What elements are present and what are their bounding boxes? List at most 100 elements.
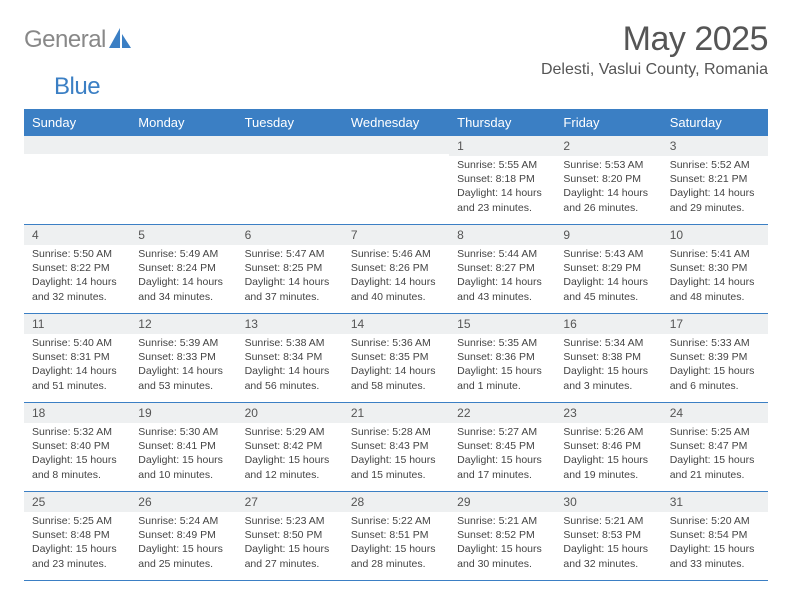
daylight-text: Daylight: 15 hours and 30 minutes.	[457, 542, 547, 570]
day-number: 28	[343, 492, 449, 512]
day-number: 21	[343, 403, 449, 423]
week-row: 11Sunrise: 5:40 AMSunset: 8:31 PMDayligh…	[24, 314, 768, 403]
day-number: 31	[662, 492, 768, 512]
day-number: 13	[237, 314, 343, 334]
day-body: Sunrise: 5:35 AMSunset: 8:36 PMDaylight:…	[449, 334, 555, 397]
daylight-text: Daylight: 15 hours and 21 minutes.	[670, 453, 760, 481]
day-body: Sunrise: 5:53 AMSunset: 8:20 PMDaylight:…	[555, 156, 661, 219]
day-cell: 25Sunrise: 5:25 AMSunset: 8:48 PMDayligh…	[24, 492, 130, 580]
sunrise-text: Sunrise: 5:26 AM	[563, 425, 653, 439]
day-number: 23	[555, 403, 661, 423]
day-number: 22	[449, 403, 555, 423]
sunset-text: Sunset: 8:54 PM	[670, 528, 760, 542]
day-body: Sunrise: 5:26 AMSunset: 8:46 PMDaylight:…	[555, 423, 661, 486]
daylight-text: Daylight: 14 hours and 29 minutes.	[670, 186, 760, 214]
day-number: 5	[130, 225, 236, 245]
day-body: Sunrise: 5:47 AMSunset: 8:25 PMDaylight:…	[237, 245, 343, 308]
sunrise-text: Sunrise: 5:24 AM	[138, 514, 228, 528]
sunrise-text: Sunrise: 5:52 AM	[670, 158, 760, 172]
daylight-text: Daylight: 14 hours and 43 minutes.	[457, 275, 547, 303]
sunset-text: Sunset: 8:20 PM	[563, 172, 653, 186]
sunrise-text: Sunrise: 5:55 AM	[457, 158, 547, 172]
sunset-text: Sunset: 8:24 PM	[138, 261, 228, 275]
weekday-thu: Thursday	[449, 109, 555, 136]
day-cell: 26Sunrise: 5:24 AMSunset: 8:49 PMDayligh…	[130, 492, 236, 580]
title-block: May 2025 Delesti, Vaslui County, Romania	[541, 20, 768, 79]
daylight-text: Daylight: 14 hours and 45 minutes.	[563, 275, 653, 303]
sunset-text: Sunset: 8:39 PM	[670, 350, 760, 364]
day-cell: 5Sunrise: 5:49 AMSunset: 8:24 PMDaylight…	[130, 225, 236, 313]
calendar-grid: Sunday Monday Tuesday Wednesday Thursday…	[24, 109, 768, 581]
day-cell: 23Sunrise: 5:26 AMSunset: 8:46 PMDayligh…	[555, 403, 661, 491]
sunset-text: Sunset: 8:25 PM	[245, 261, 335, 275]
sunrise-text: Sunrise: 5:25 AM	[670, 425, 760, 439]
week-row: 25Sunrise: 5:25 AMSunset: 8:48 PMDayligh…	[24, 492, 768, 581]
weekday-tue: Tuesday	[237, 109, 343, 136]
day-cell	[237, 136, 343, 224]
day-number: 19	[130, 403, 236, 423]
daylight-text: Daylight: 15 hours and 23 minutes.	[32, 542, 122, 570]
daylight-text: Daylight: 15 hours and 32 minutes.	[563, 542, 653, 570]
day-cell: 1 Sunrise: 5:55 AMSunset: 8:18 PMDaylight…	[449, 136, 555, 224]
day-body: Sunrise: 5:44 AMSunset: 8:27 PMDaylight:…	[449, 245, 555, 308]
day-number: 1	[449, 136, 555, 156]
day-cell: 20Sunrise: 5:29 AMSunset: 8:42 PMDayligh…	[237, 403, 343, 491]
day-number: 29	[449, 492, 555, 512]
day-body: Sunrise: 5:43 AMSunset: 8:29 PMDaylight:…	[555, 245, 661, 308]
location-text: Delesti, Vaslui County, Romania	[541, 61, 768, 79]
day-number	[24, 136, 130, 154]
daylight-text: Daylight: 14 hours and 23 minutes.	[457, 186, 547, 214]
day-cell: 4Sunrise: 5:50 AMSunset: 8:22 PMDaylight…	[24, 225, 130, 313]
day-number: 20	[237, 403, 343, 423]
day-body: Sunrise: 5:29 AMSunset: 8:42 PMDaylight:…	[237, 423, 343, 486]
day-cell: 2Sunrise: 5:53 AMSunset: 8:20 PMDaylight…	[555, 136, 661, 224]
daylight-text: Daylight: 15 hours and 27 minutes.	[245, 542, 335, 570]
sunset-text: Sunset: 8:43 PM	[351, 439, 441, 453]
day-body: Sunrise: 5:32 AMSunset: 8:40 PMDaylight:…	[24, 423, 130, 486]
sunset-text: Sunset: 8:31 PM	[32, 350, 122, 364]
sunrise-text: Sunrise: 5:21 AM	[457, 514, 547, 528]
week-row: 18Sunrise: 5:32 AMSunset: 8:40 PMDayligh…	[24, 403, 768, 492]
day-body: Sunrise: 5:49 AMSunset: 8:24 PMDaylight:…	[130, 245, 236, 308]
sunrise-text: Sunrise: 5:20 AM	[670, 514, 760, 528]
sunrise-text: Sunrise: 5:23 AM	[245, 514, 335, 528]
sunset-text: Sunset: 8:18 PM	[457, 172, 547, 186]
daylight-text: Daylight: 14 hours and 40 minutes.	[351, 275, 441, 303]
day-body: Sunrise: 5:25 AMSunset: 8:48 PMDaylight:…	[24, 512, 130, 575]
day-cell	[130, 136, 236, 224]
brand-text-2: Blue	[54, 73, 100, 101]
sunrise-text: Sunrise: 5:21 AM	[563, 514, 653, 528]
brand-logo: General	[24, 20, 133, 54]
day-cell: 15Sunrise: 5:35 AMSunset: 8:36 PMDayligh…	[449, 314, 555, 402]
day-number: 12	[130, 314, 236, 334]
day-cell: 6Sunrise: 5:47 AMSunset: 8:25 PMDaylight…	[237, 225, 343, 313]
day-body: Sunrise: 5:50 AMSunset: 8:22 PMDaylight:…	[24, 245, 130, 308]
weekday-mon: Monday	[130, 109, 236, 136]
day-number: 30	[555, 492, 661, 512]
day-cell: 11Sunrise: 5:40 AMSunset: 8:31 PMDayligh…	[24, 314, 130, 402]
day-cell: 30Sunrise: 5:21 AMSunset: 8:53 PMDayligh…	[555, 492, 661, 580]
sunset-text: Sunset: 8:35 PM	[351, 350, 441, 364]
sunrise-text: Sunrise: 5:38 AM	[245, 336, 335, 350]
sunrise-text: Sunrise: 5:22 AM	[351, 514, 441, 528]
day-number: 27	[237, 492, 343, 512]
daylight-text: Daylight: 15 hours and 6 minutes.	[670, 364, 760, 392]
week-row: 1Sunrise: 5:55 AMSunset: 8:18 PMDaylight…	[24, 136, 768, 225]
day-number: 7	[343, 225, 449, 245]
calendar-page: General May 2025 Delesti, Vaslui County,…	[0, 0, 792, 581]
sunset-text: Sunset: 8:47 PM	[670, 439, 760, 453]
sunrise-text: Sunrise: 5:30 AM	[138, 425, 228, 439]
day-number: 15	[449, 314, 555, 334]
sunset-text: Sunset: 8:42 PM	[245, 439, 335, 453]
day-number: 16	[555, 314, 661, 334]
sunset-text: Sunset: 8:50 PM	[245, 528, 335, 542]
day-number: 18	[24, 403, 130, 423]
sunset-text: Sunset: 8:26 PM	[351, 261, 441, 275]
day-body: Sunrise: 5:40 AMSunset: 8:31 PMDaylight:…	[24, 334, 130, 397]
day-body: Sunrise: 5:21 AMSunset: 8:53 PMDaylight:…	[555, 512, 661, 575]
daylight-text: Daylight: 14 hours and 56 minutes.	[245, 364, 335, 392]
day-cell: 22Sunrise: 5:27 AMSunset: 8:45 PMDayligh…	[449, 403, 555, 491]
sunset-text: Sunset: 8:22 PM	[32, 261, 122, 275]
week-row: 4Sunrise: 5:50 AMSunset: 8:22 PMDaylight…	[24, 225, 768, 314]
sunset-text: Sunset: 8:45 PM	[457, 439, 547, 453]
